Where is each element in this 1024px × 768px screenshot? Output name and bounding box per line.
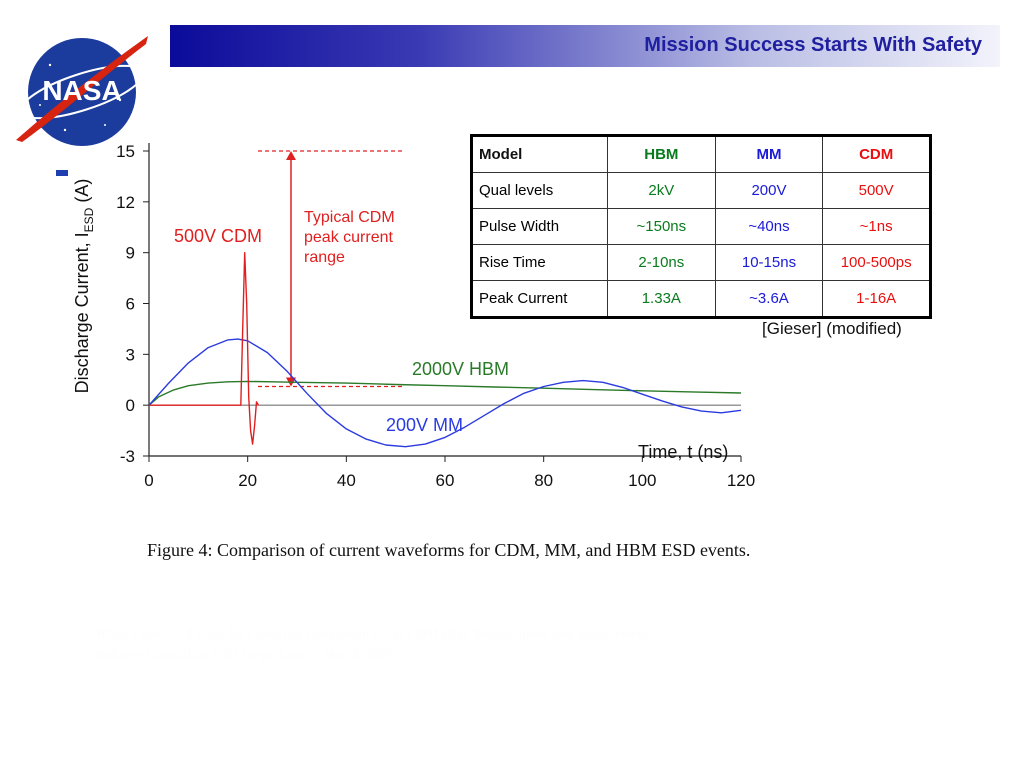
nasa-logo-text: NASA [42,75,121,106]
series-line-0 [148,380,742,406]
table-header-cdm: CDM [822,135,931,173]
x-tick-label: 100 [628,471,656,490]
table-cell: ~40ns [714,208,824,245]
table-cell: 100-500ps [822,244,931,281]
y-tick-label: -3 [120,447,135,466]
table-row: Peak Current 1.33A ~3.6A 1-16A [471,280,931,318]
y-tick-label: 6 [126,295,135,314]
slide-marker [56,170,68,176]
table-cell: ~1ns [822,208,931,245]
table-cell: 200V [714,172,824,209]
table-cell: Rise Time [471,244,608,281]
y-tick-label: 15 [116,142,135,161]
x-tick-label: 20 [238,471,257,490]
table-cell: Qual levels [471,172,608,209]
cdm-range-annotation: Typical CDM peak current range [304,209,399,266]
table-credit: [Gieser] (modified) [762,319,902,338]
table-header-row: Model HBM MM CDM [471,135,931,173]
header-banner: Mission Success Starts With Safety [170,25,1000,67]
comparison-table: Model HBM MM CDM Qual levels 2kV 200V 50… [470,134,932,319]
x-tick-label: 120 [727,471,755,490]
x-tick-label: 0 [144,471,153,490]
cdm-range-arrow-head-top [286,151,296,160]
hbm-series-label: 2000V HBM [412,359,509,379]
figure-caption: Figure 4: Comparison of current waveform… [147,540,751,560]
y-axis-label: Discharge Current, IESD (A) [72,179,96,394]
table-row: Qual levels 2kV 200V 500V [471,172,931,209]
source-line-2: Industry Council on ESD Target Levels. M… [96,648,391,663]
mm-series-label: 200V MM [386,415,463,435]
source-citation: White Paper 2: A Case for Lowering Compo… [96,624,926,666]
esd-waveform-chart: -3 0 3 6 9 12 15 0 20 40 60 80 100 120 Discharge Curr… [72,142,755,490]
chart-axes: -3 0 3 6 9 12 15 0 20 40 60 80 100 120 [116,142,755,490]
nasa-logo: NASA [16,36,148,146]
table-cell: 500V [822,172,931,209]
table-cell: ~3.6A [714,280,824,318]
table-cell: 1.33A [607,280,716,318]
series-line-1 [148,338,742,448]
source-line-1: White Paper 2: A Case for Lowering Compo… [96,627,658,642]
table-cell: ~150ns [607,208,716,245]
cdm-series-label: 500V CDM [174,226,262,246]
table-header-model: Model [471,135,608,173]
header-title: Mission Success Starts With Safety [644,34,982,56]
cdm-range-line-1: Typical CDM [304,209,395,226]
x-axis-label: Time, t (ns) [638,442,728,462]
table-header-hbm: HBM [607,135,716,173]
y-tick-label: 3 [126,345,135,364]
cdm-range-line-3: range [304,249,345,266]
x-tick-label: 60 [436,471,455,490]
chart-series [148,252,742,448]
x-tick-label: 40 [337,471,356,490]
table-cell: 2kV [607,172,716,209]
table-row: Pulse Width ~150ns ~40ns ~1ns [471,208,931,245]
y-tick-label: 9 [126,244,135,263]
cdm-range-line-2: peak current [304,229,393,246]
series-line-2 [149,252,260,445]
table-header-mm: MM [714,135,824,173]
table-cell: Peak Current [471,280,608,318]
x-tick-label: 80 [534,471,553,490]
table-row: Rise Time 2-10ns 10-15ns 100-500ps [471,244,931,281]
y-tick-label: 12 [116,193,135,212]
table-cell: 10-15ns [714,244,824,281]
table-cell: 2-10ns [607,244,716,281]
table-cell: Pulse Width [471,208,608,245]
y-tick-label: 0 [126,396,135,415]
table-cell: 1-16A [822,280,931,318]
